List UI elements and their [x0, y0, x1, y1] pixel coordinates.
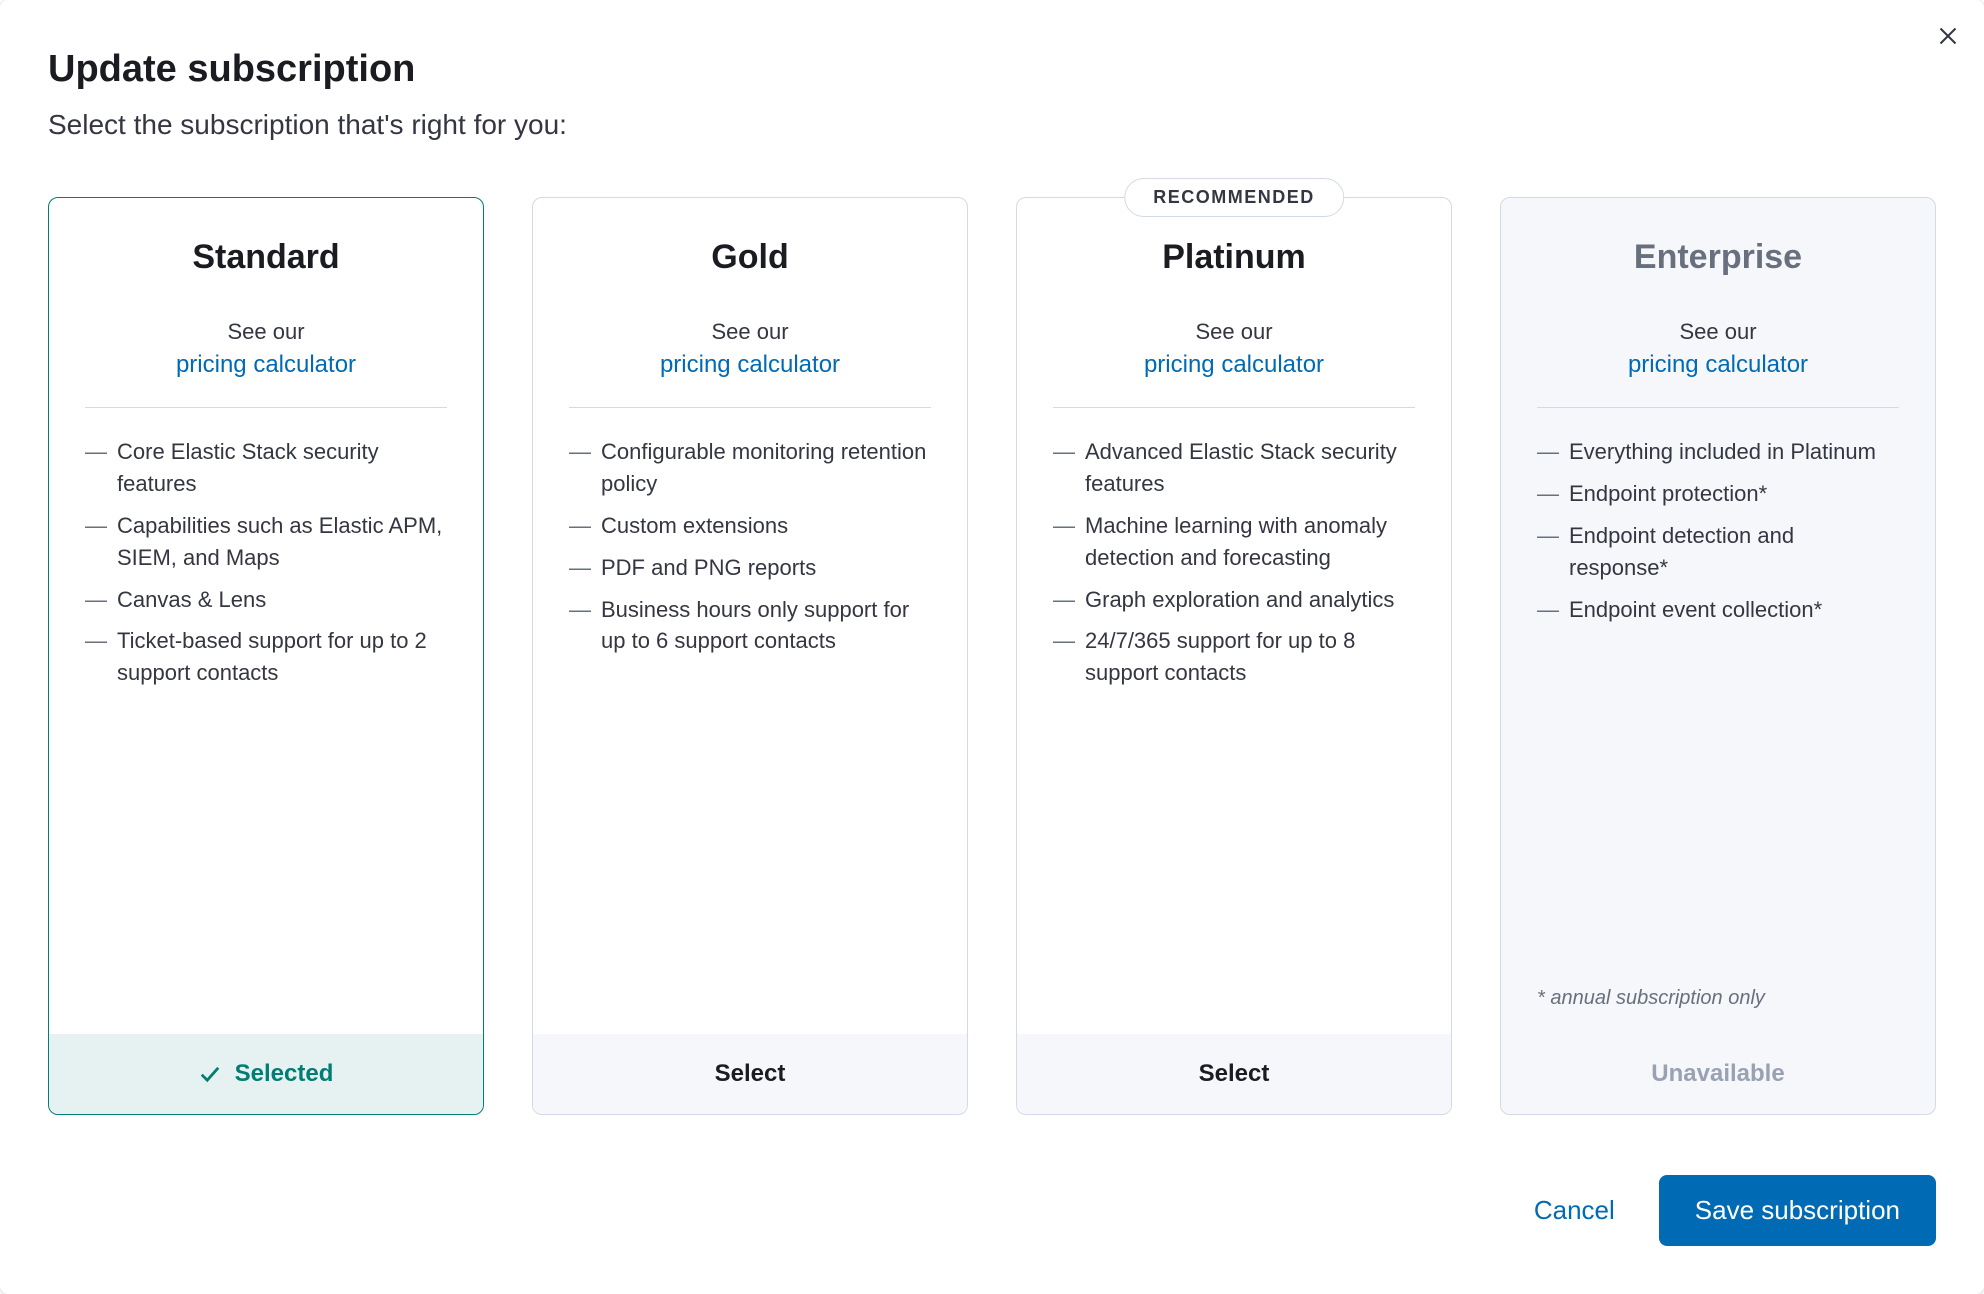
divider: [1053, 407, 1415, 408]
pricing-calculator-link[interactable]: pricing calculator: [85, 351, 447, 379]
feature-item: Endpoint event collection*: [1537, 594, 1899, 626]
card-body: Standard See our pricing calculator Core…: [49, 198, 483, 1034]
see-our-label: See our: [85, 319, 447, 345]
feature-item: Everything included in Platinum: [1537, 436, 1899, 468]
divider: [85, 407, 447, 408]
footer-label: Selected: [235, 1060, 334, 1088]
card-body: Gold See our pricing calculator Configur…: [533, 198, 967, 1034]
feature-item: Ticket-based support for up to 2 support…: [85, 625, 447, 689]
feature-item: Endpoint detection and response*: [1537, 520, 1899, 584]
update-subscription-modal: Update subscription Select the subscript…: [0, 0, 1984, 1294]
feature-list: Configurable monitoring retention policy…: [569, 436, 931, 1010]
feature-item: Graph exploration and analytics: [1053, 584, 1415, 616]
modal-actions: Cancel Save subscription: [48, 1175, 1936, 1246]
footer-label: Select: [715, 1060, 786, 1088]
plan-cards: Standard See our pricing calculator Core…: [48, 197, 1936, 1115]
close-button[interactable]: [1930, 18, 1966, 54]
feature-item: Machine learning with anomaly detection …: [1053, 510, 1415, 574]
save-subscription-button[interactable]: Save subscription: [1659, 1175, 1936, 1246]
divider: [569, 407, 931, 408]
feature-item: Canvas & Lens: [85, 584, 447, 616]
feature-item: Advanced Elastic Stack security features: [1053, 436, 1415, 500]
plan-footnote: * annual subscription only: [1537, 987, 1899, 1010]
feature-item: 24/7/365 support for up to 8 support con…: [1053, 625, 1415, 689]
plan-footer-select[interactable]: Select: [533, 1034, 967, 1114]
pricing-calculator-link[interactable]: pricing calculator: [1053, 351, 1415, 379]
plan-card-gold: Gold See our pricing calculator Configur…: [532, 197, 968, 1115]
pricing-calculator-link[interactable]: pricing calculator: [1537, 351, 1899, 379]
recommended-badge: RECOMMENDED: [1124, 178, 1344, 217]
modal-subtitle: Select the subscription that's right for…: [48, 109, 1936, 141]
plan-card-standard: Standard See our pricing calculator Core…: [48, 197, 484, 1115]
footer-label: Select: [1199, 1060, 1270, 1088]
feature-item: Custom extensions: [569, 510, 931, 542]
feature-item: Endpoint protection*: [1537, 478, 1899, 510]
check-icon: [199, 1063, 221, 1085]
see-our-label: See our: [569, 319, 931, 345]
card-body: Enterprise See our pricing calculator Ev…: [1501, 198, 1935, 1034]
feature-list: Core Elastic Stack security features Cap…: [85, 436, 447, 1010]
plan-footer-selected[interactable]: Selected: [49, 1034, 483, 1114]
plan-card-platinum: RECOMMENDED Platinum See our pricing cal…: [1016, 197, 1452, 1115]
see-our-label: See our: [1053, 319, 1415, 345]
plan-footer-unavailable: Unavailable: [1501, 1034, 1935, 1114]
pricing-calculator-link[interactable]: pricing calculator: [569, 351, 931, 379]
feature-item: Core Elastic Stack security features: [85, 436, 447, 500]
plan-name: Enterprise: [1537, 238, 1899, 277]
footer-label: Unavailable: [1651, 1060, 1784, 1088]
plan-name: Standard: [85, 238, 447, 277]
card-body: Platinum See our pricing calculator Adva…: [1017, 198, 1451, 1034]
close-icon: [1938, 26, 1958, 46]
plan-name: Gold: [569, 238, 931, 277]
plan-footer-select[interactable]: Select: [1017, 1034, 1451, 1114]
modal-title: Update subscription: [48, 48, 1936, 91]
divider: [1537, 407, 1899, 408]
see-our-label: See our: [1537, 319, 1899, 345]
feature-list: Advanced Elastic Stack security features…: [1053, 436, 1415, 1010]
feature-item: Business hours only support for up to 6 …: [569, 594, 931, 658]
feature-list: Everything included in Platinum Endpoint…: [1537, 436, 1899, 963]
feature-item: PDF and PNG reports: [569, 552, 931, 584]
cancel-button[interactable]: Cancel: [1534, 1195, 1615, 1226]
feature-item: Capabilities such as Elastic APM, SIEM, …: [85, 510, 447, 574]
plan-name: Platinum: [1053, 238, 1415, 277]
plan-card-enterprise: Enterprise See our pricing calculator Ev…: [1500, 197, 1936, 1115]
feature-item: Configurable monitoring retention policy: [569, 436, 931, 500]
